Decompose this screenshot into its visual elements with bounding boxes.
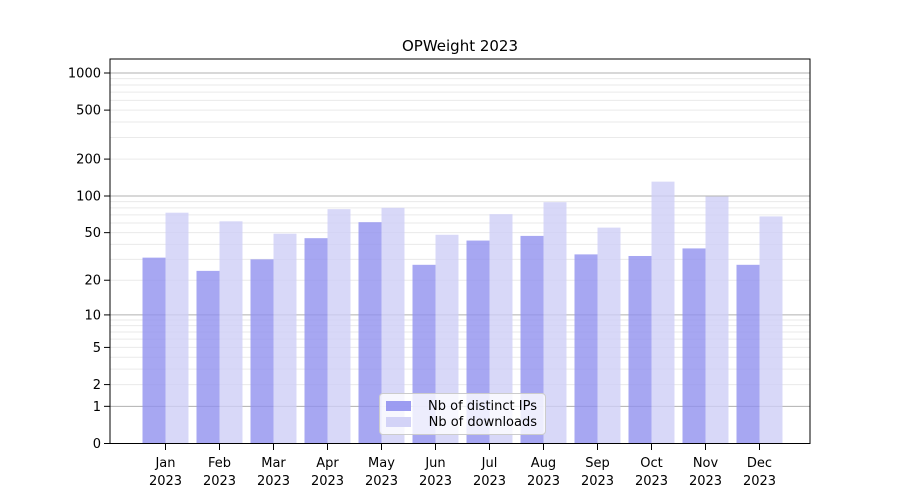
- y-tick-label: 50: [84, 226, 101, 241]
- x-tick-label-year: 2023: [419, 474, 452, 489]
- bar-distinct-ips-feb: [196, 270, 220, 444]
- bar-downloads-mar: [273, 233, 297, 444]
- plot-frame: [109, 58, 811, 444]
- x-tick-label-year: 2023: [203, 474, 236, 489]
- x-tick-label-month: Aug: [531, 456, 556, 471]
- chart-legend: Nb of distinct IPs Nb of downloads: [379, 393, 546, 435]
- x-tick-label-year: 2023: [473, 474, 506, 489]
- x-tick-label-month: Jul: [481, 456, 498, 471]
- x-tick-label-month: Mar: [261, 456, 286, 471]
- legend-label-downloads: Nb of downloads: [428, 414, 537, 430]
- x-tick-label-month: Oct: [640, 456, 662, 471]
- bar-downloads-jun: [435, 234, 459, 444]
- bar-distinct-ips-apr: [304, 238, 328, 444]
- x-tick-label-month: Feb: [208, 456, 231, 471]
- legend-label-distinct-ips: Nb of distinct IPs: [428, 398, 537, 414]
- bar-distinct-ips-may: [358, 222, 382, 444]
- bar-distinct-ips-mar: [250, 259, 274, 444]
- x-tick-label-year: 2023: [149, 474, 182, 489]
- x-tick-label-month: May: [368, 456, 395, 471]
- bar-downloads-may: [381, 207, 405, 444]
- bar-downloads-jul: [489, 214, 513, 444]
- bar-distinct-ips-dec: [736, 264, 760, 444]
- legend-swatch-downloads-icon: [386, 417, 411, 427]
- bar-distinct-ips-jul: [466, 240, 490, 444]
- x-tick-label-year: 2023: [581, 474, 614, 489]
- bar-distinct-ips-aug: [520, 235, 544, 444]
- bar-distinct-ips-nov: [682, 248, 706, 444]
- x-tick-label-month: Apr: [316, 456, 339, 471]
- chart-title: OPWeight 2023: [401, 37, 519, 55]
- x-tick-label-year: 2023: [743, 474, 776, 489]
- y-tick-label: 2: [93, 378, 101, 393]
- bar-downloads-oct: [651, 181, 675, 444]
- x-tick-label-year: 2023: [311, 474, 344, 489]
- y-tick-label: 200: [76, 153, 101, 168]
- x-tick-label-month: Nov: [693, 456, 719, 471]
- legend-item-distinct-ips: Nb of distinct IPs: [386, 398, 537, 414]
- x-tick-label-year: 2023: [257, 474, 290, 489]
- legend-item-downloads: Nb of downloads: [386, 414, 537, 430]
- y-tick-label: 0: [93, 437, 101, 452]
- x-tick-label-month: Jun: [424, 456, 445, 471]
- x-tick-label-year: 2023: [527, 474, 560, 489]
- bar-downloads-nov: [705, 196, 729, 444]
- y-tick-label: 1: [93, 400, 101, 415]
- y-tick-label: 20: [84, 274, 101, 289]
- bar-downloads-jan: [165, 212, 189, 444]
- y-tick-label: 5: [93, 341, 101, 356]
- x-tick-label-month: Sep: [585, 456, 610, 471]
- x-tick-label-year: 2023: [635, 474, 668, 489]
- bar-distinct-ips-jan: [142, 257, 166, 444]
- x-tick-label-year: 2023: [689, 474, 722, 489]
- bar-downloads-feb: [219, 221, 243, 444]
- y-tick-label: 500: [76, 104, 101, 119]
- bar-downloads-dec: [759, 216, 783, 444]
- x-tick-label-month: Jan: [154, 456, 175, 471]
- y-tick-label: 1000: [68, 67, 101, 82]
- y-tick-label: 10: [84, 308, 101, 323]
- y-tick-label: 100: [76, 190, 101, 205]
- bar-distinct-ips-oct: [628, 255, 652, 444]
- bar-downloads-aug: [543, 202, 567, 444]
- bar-downloads-apr: [327, 209, 351, 444]
- x-tick-label-year: 2023: [365, 474, 398, 489]
- legend-swatch-distinct-ips-icon: [386, 401, 411, 411]
- bar-distinct-ips-sep: [574, 254, 598, 444]
- bar-downloads-sep: [597, 227, 621, 444]
- x-tick-label-month: Dec: [747, 456, 772, 471]
